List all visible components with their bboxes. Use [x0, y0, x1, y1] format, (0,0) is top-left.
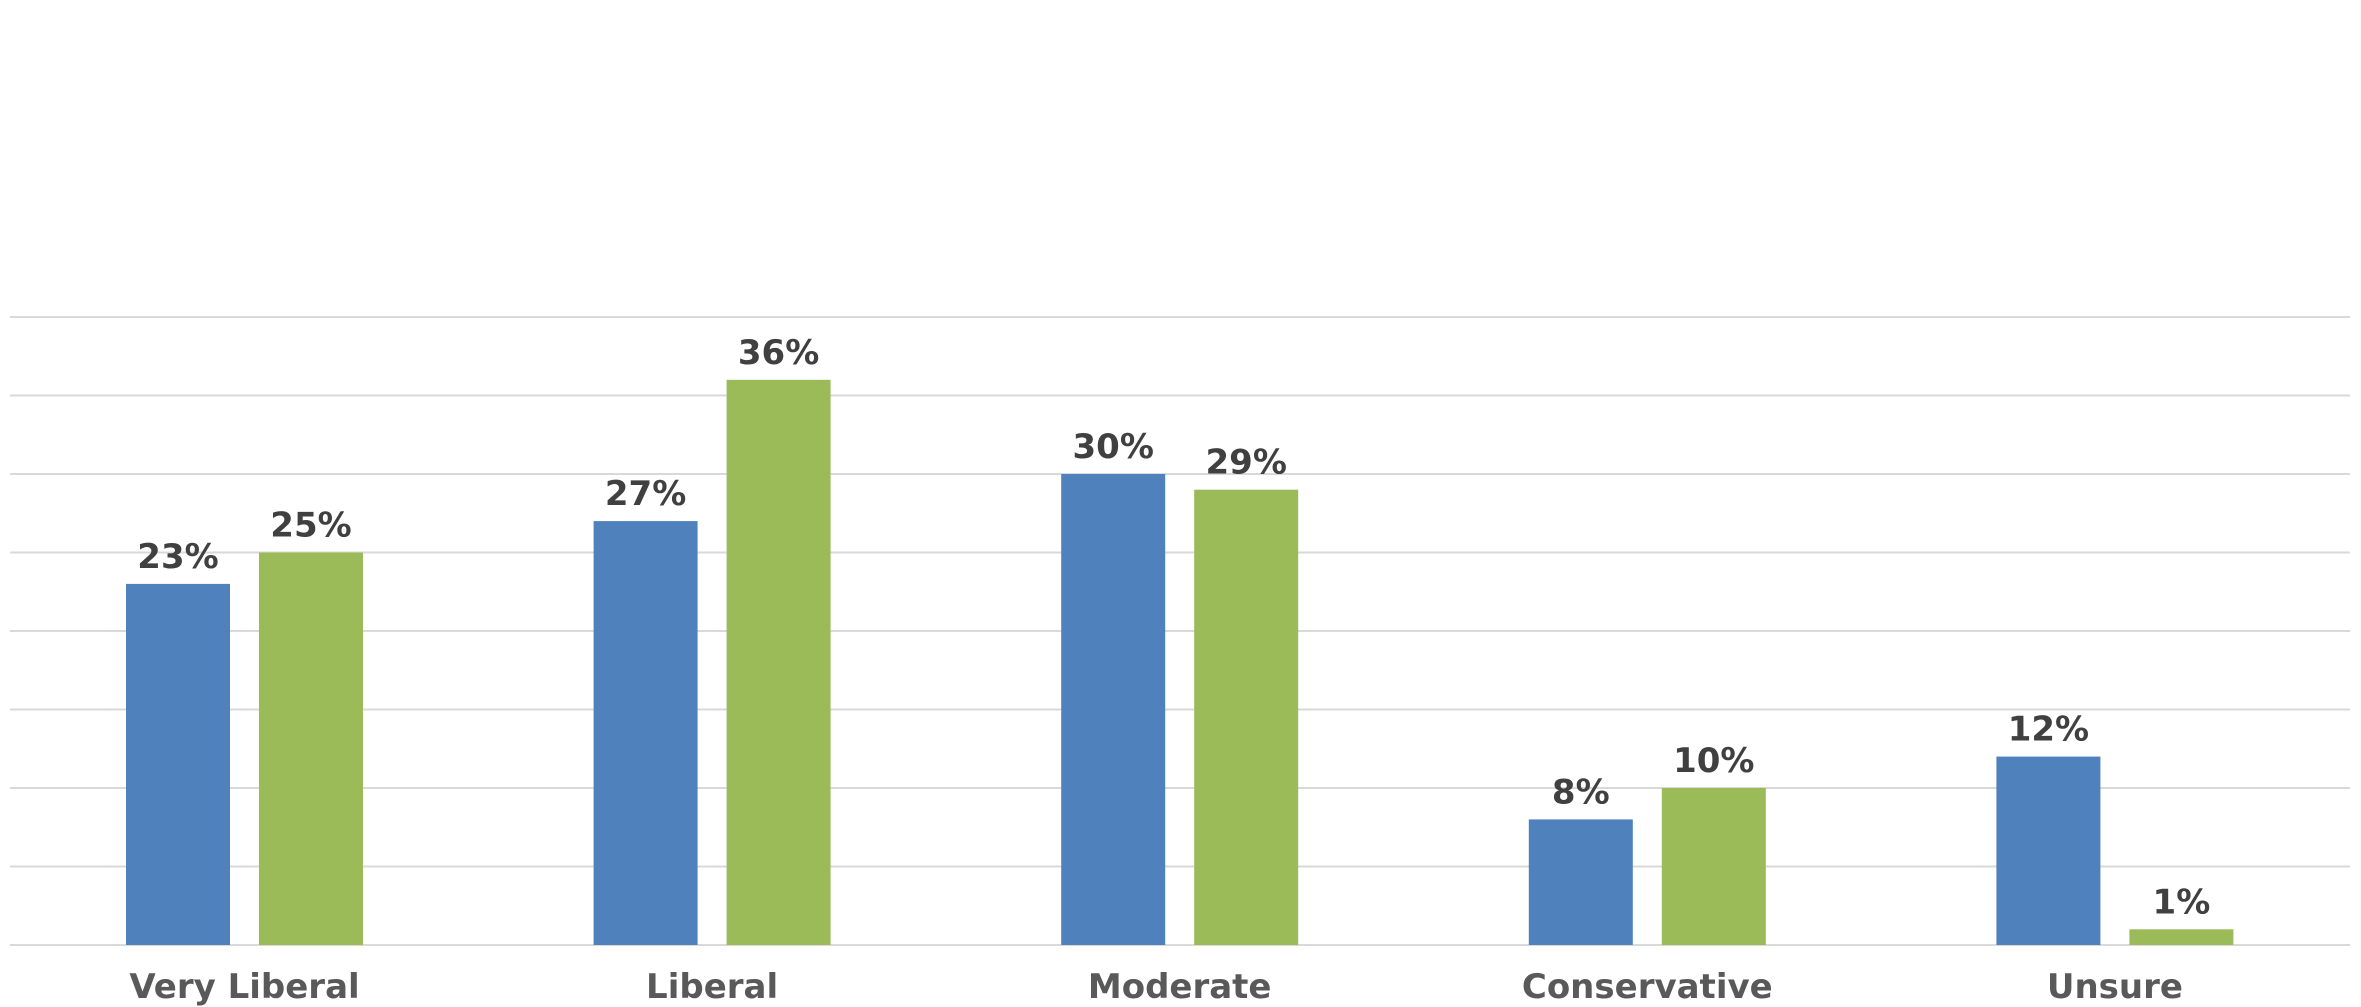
bar-unsure-series-1 [1996, 756, 2101, 945]
bar-moderate-series-2 [1194, 489, 1299, 945]
bar-moderate-series-1 [1061, 474, 1166, 945]
bar-liberal-series-1 [593, 521, 698, 945]
category-label: Very Liberal [129, 967, 359, 1007]
category-label: Liberal [646, 967, 778, 1007]
gridlines [10, 316, 2350, 946]
category-label: Moderate [1088, 967, 1272, 1007]
data-labels: 23% 25% 27% 36% 30% 29% 8% 10% 12% 1% [137, 333, 2210, 923]
bar-conservative-series-1 [1528, 819, 1633, 945]
data-label: 10% [1673, 741, 1754, 781]
category-labels: Very Liberal Liberal Moderate Conservative U… [129, 967, 2183, 1007]
data-label: 25% [270, 506, 351, 546]
bars [126, 379, 2234, 945]
category-label: Unsure [2047, 967, 2183, 1007]
data-label: 8% [1552, 772, 1610, 812]
bar-very-liberal-series-1 [126, 583, 230, 945]
data-label: 23% [137, 537, 218, 577]
bar-liberal-series-2 [726, 379, 831, 945]
category-label: Conservative [1522, 967, 1773, 1007]
data-label: 12% [2008, 710, 2089, 750]
bar-conservative-series-2 [1661, 788, 1766, 945]
data-label: 1% [2153, 882, 2211, 922]
bar-very-liberal-series-2 [259, 552, 363, 945]
data-label: 29% [1206, 443, 1287, 483]
data-label: 30% [1073, 427, 1154, 467]
data-label: 36% [738, 333, 819, 373]
bar-unsure-series-2 [2129, 929, 2234, 945]
data-label: 27% [605, 474, 686, 514]
